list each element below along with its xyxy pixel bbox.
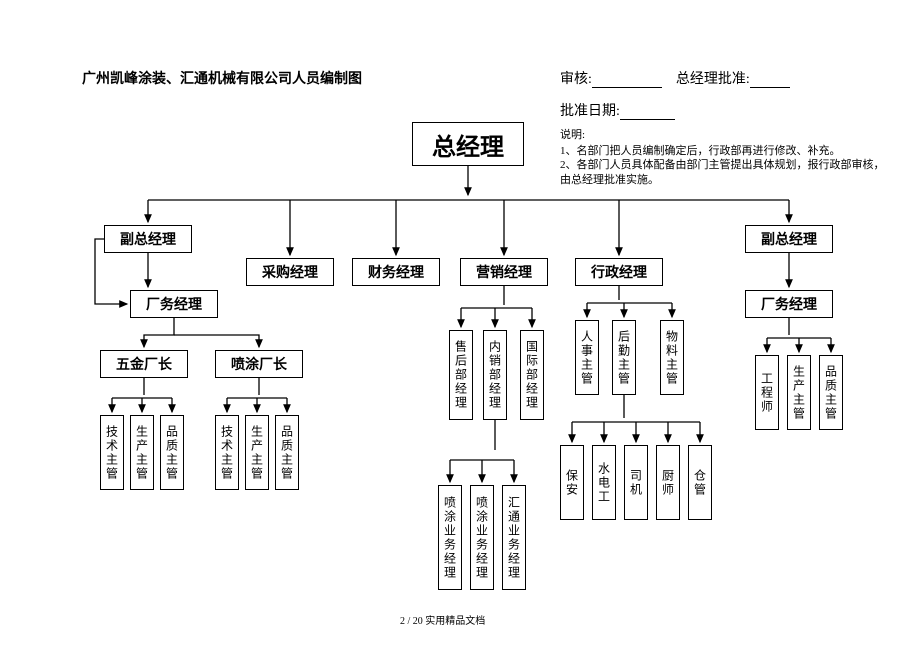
node-pt: 喷涂厂长 <box>215 350 303 378</box>
approval-line: 审核: 总经理批准: <box>560 68 790 88</box>
node-wl: 物料主管 <box>660 320 684 395</box>
node-pt1: 喷涂业务经理 <box>438 485 462 590</box>
node-pt2: 喷涂业务经理 <box>470 485 494 590</box>
node-gm: 总经理 <box>412 122 524 166</box>
node-sc2: 生产主管 <box>245 415 269 490</box>
node-sj: 司机 <box>624 445 648 520</box>
node-cg2: 仓管 <box>688 445 712 520</box>
node-xz: 行政经理 <box>575 258 663 286</box>
node-sc3: 生产主管 <box>787 355 811 430</box>
node-ht: 汇通业务经理 <box>502 485 526 590</box>
node-sd: 水电工 <box>592 445 616 520</box>
page-footer: 2 / 20 实用精品文档 <box>400 612 485 627</box>
node-wj: 五金厂长 <box>100 350 188 378</box>
node-yx: 营销经理 <box>460 258 548 286</box>
approval-date: 批准日期: <box>560 100 675 120</box>
node-pz1: 品质主管 <box>160 415 184 490</box>
node-hq: 后勤主管 <box>612 320 636 395</box>
node-js2: 技术主管 <box>215 415 239 490</box>
node-rs: 人事主管 <box>575 320 599 395</box>
node-cg: 采购经理 <box>246 258 334 286</box>
node-ba: 保安 <box>560 445 584 520</box>
node-cwjl2: 厂务经理 <box>745 290 833 318</box>
node-sh: 售后部经理 <box>449 330 473 420</box>
node-vgm2: 副总经理 <box>745 225 833 253</box>
notes-label: 说明: <box>560 126 585 142</box>
node-cw: 财务经理 <box>352 258 440 286</box>
node-js1: 技术主管 <box>100 415 124 490</box>
note-2: 2、各部门人员具体配备由部门主管提出具体规划，报行政部审核，由总经理批准实施。 <box>560 158 890 189</box>
node-pz2: 品质主管 <box>275 415 299 490</box>
node-pz3: 品质主管 <box>819 355 843 430</box>
page-title: 广州凯峰涂装、汇通机械有限公司人员编制图 <box>82 68 362 88</box>
node-cwjl1: 厂务经理 <box>130 290 218 318</box>
node-gj: 国际部经理 <box>520 330 544 420</box>
node-nx: 内销部经理 <box>483 330 507 420</box>
node-vgm1: 副总经理 <box>104 225 192 253</box>
node-sc1: 生产主管 <box>130 415 154 490</box>
node-gcs: 工程师 <box>755 355 779 430</box>
note-1: 1、名部门把人员编制确定后，行政部再进行修改、补充。 <box>560 142 890 158</box>
node-cs: 厨师 <box>656 445 680 520</box>
